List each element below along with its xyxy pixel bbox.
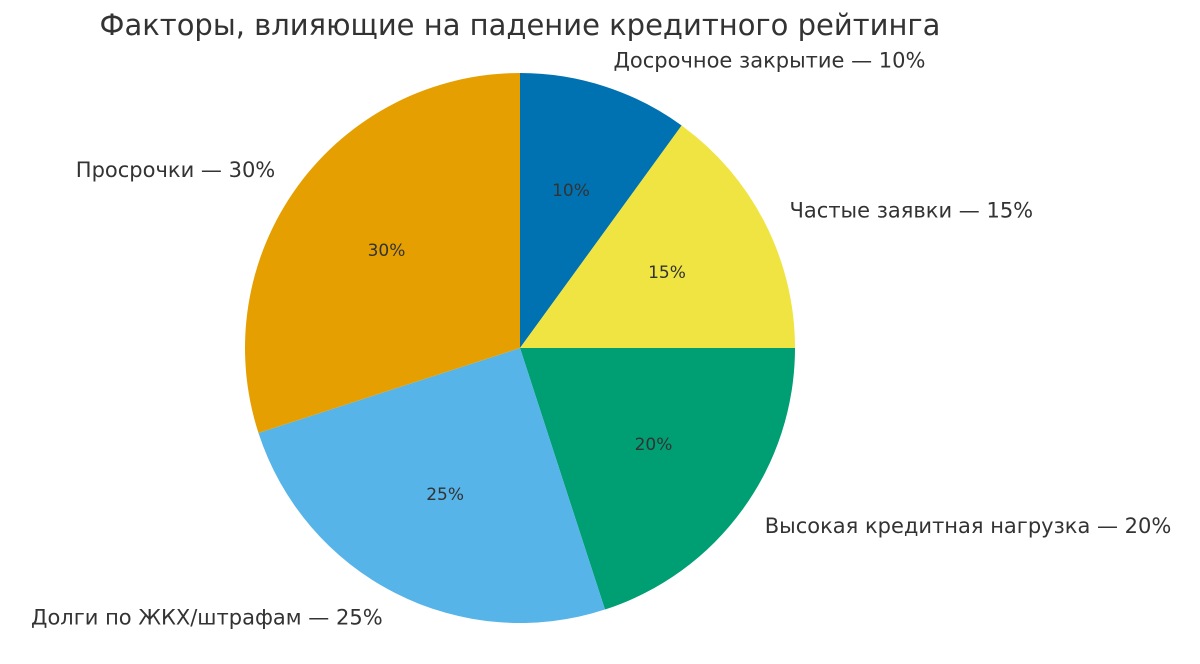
slice-outer-label-3: Долги по ЖКХ/штрафам — 25% bbox=[31, 606, 383, 630]
slice-outer-label-0: Досрочное закрытие — 10% bbox=[613, 48, 925, 72]
slice-outer-label-4: Просрочки — 30% bbox=[76, 158, 275, 182]
slice-percent-label-2: 20% bbox=[635, 435, 673, 455]
slice-percent-label-4: 30% bbox=[368, 241, 406, 261]
pie-slice-4 bbox=[245, 73, 520, 433]
slice-outer-label-1: Частые заявки — 15% bbox=[790, 199, 1034, 223]
chart-title: Факторы, влияющие на падение кредитного … bbox=[100, 8, 941, 42]
pie-slice-1 bbox=[520, 125, 795, 348]
slice-percent-label-0: 10% bbox=[552, 181, 590, 201]
slice-outer-label-2: Высокая кредитная нагрузка — 20% bbox=[765, 514, 1172, 538]
pie-percent-labels: 10% 15% 20% 25% 30% bbox=[368, 181, 686, 505]
pie-slice-2 bbox=[520, 348, 795, 610]
pie-slice-0 bbox=[520, 73, 682, 348]
pie-outer-labels: Досрочное закрытие — 10% Частые заявки — … bbox=[31, 48, 1171, 629]
slice-percent-label-1: 15% bbox=[648, 263, 686, 283]
pie-slices bbox=[245, 73, 795, 623]
slice-percent-label-3: 25% bbox=[426, 485, 464, 505]
pie-slice-3 bbox=[258, 348, 605, 623]
